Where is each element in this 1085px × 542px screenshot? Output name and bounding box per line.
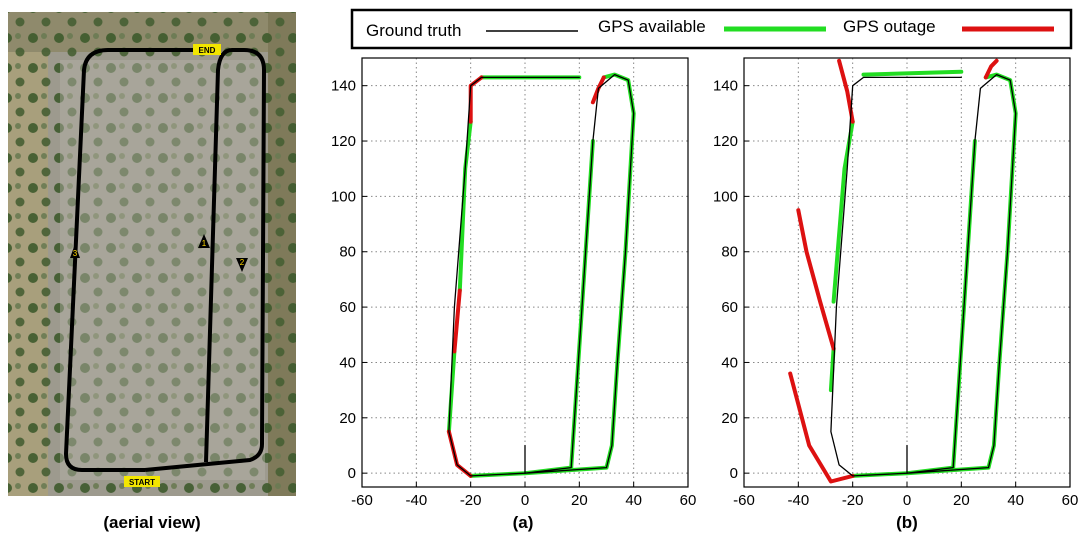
y-tick-label: 80 <box>721 244 738 261</box>
series-gps-available-segment <box>523 72 636 476</box>
series-gps-available-segment <box>861 69 964 77</box>
waypoint-arrow-3 <box>70 244 80 258</box>
y-tick-label: 0 <box>348 465 356 482</box>
series-gps-outage-segment <box>983 58 999 80</box>
y-tick-label: 40 <box>721 354 738 371</box>
legend-label-gps-available: GPS available <box>598 17 706 36</box>
legend-label-gps-outage: GPS outage <box>843 17 936 36</box>
waypoint-label-3: 3 <box>73 249 78 258</box>
y-tick-label: 60 <box>339 299 356 316</box>
y-tick-label: 20 <box>339 410 356 427</box>
y-tick-label: 120 <box>713 133 738 150</box>
series-gps-outage-segment <box>452 288 462 354</box>
chart-caption-a: (a) <box>513 513 534 532</box>
y-tick-label: 100 <box>713 188 738 205</box>
y-tick-label: 60 <box>721 299 738 316</box>
aerial-parking-lot <box>60 60 265 480</box>
aerial-caption: (aerial view) <box>103 513 200 532</box>
series-ground-truth-segment <box>448 73 635 477</box>
series-gps-available-segment <box>905 72 1018 476</box>
x-tick-label: -40 <box>787 492 809 509</box>
y-tick-label: 40 <box>339 354 356 371</box>
start-marker-label: START <box>129 478 155 487</box>
x-tick-label: -20 <box>460 492 482 509</box>
aerial-view: 3 1 2 END START (aerial view) <box>8 12 296 532</box>
legend: Ground truth GPS available GPS outage <box>350 8 1073 50</box>
series-ground-truth-segment <box>830 73 1017 477</box>
chart-panel-a: -60 -40 -20 0 20 40 60 0 20 40 60 80 100 120 140 (a) <box>331 57 697 532</box>
x-tick-label: 0 <box>521 492 529 509</box>
y-tick-label: 120 <box>331 133 356 150</box>
x-tick-label: 60 <box>680 492 697 509</box>
x-tick-label: 20 <box>571 492 588 509</box>
x-tick-label: 0 <box>903 492 911 509</box>
series-gps-outage-segment <box>788 371 855 484</box>
series-gps-available-segment <box>457 119 473 293</box>
x-tick-label: -40 <box>405 492 427 509</box>
start-marker-bg <box>124 476 160 487</box>
chart-caption-b: (b) <box>896 513 918 532</box>
x-tick-label: 40 <box>1007 492 1024 509</box>
chart-panel-b: -60 -40 -20 0 20 40 60 0 20 40 60 80 100 120 140 (b) <box>713 57 1079 532</box>
x-tick-label: -60 <box>351 492 373 509</box>
aerial-route-west <box>64 48 200 472</box>
y-tick-label: 140 <box>713 78 738 95</box>
x-tick-label: -20 <box>842 492 864 509</box>
series-gps-available-segment <box>831 119 855 304</box>
x-tick-label: 20 <box>953 492 970 509</box>
series-gps-outage-segment <box>446 429 473 478</box>
legend-box <box>350 8 1073 50</box>
series-gps-available-segment <box>828 346 836 393</box>
x-tick-label: 40 <box>625 492 642 509</box>
end-marker-bg <box>193 44 221 55</box>
y-tick-label: 80 <box>339 244 356 261</box>
y-tick-label: 100 <box>331 188 356 205</box>
y-tick-label: 0 <box>730 465 738 482</box>
waypoint-label-2: 2 <box>240 258 245 267</box>
series-gps-outage-segment <box>796 208 836 351</box>
y-tick-label: 20 <box>721 410 738 427</box>
waypoint-label-1: 1 <box>202 239 207 248</box>
waypoint-arrow-1 <box>198 234 210 248</box>
y-tick-label: 140 <box>331 78 356 95</box>
aerial-trees <box>8 12 296 496</box>
legend-label-ground-truth: Ground truth <box>366 21 461 40</box>
x-tick-label: 60 <box>1062 492 1079 509</box>
end-marker-label: END <box>199 46 216 55</box>
x-tick-label: -60 <box>733 492 755 509</box>
aerial-route <box>144 48 266 472</box>
waypoint-arrow-2 <box>236 258 248 272</box>
